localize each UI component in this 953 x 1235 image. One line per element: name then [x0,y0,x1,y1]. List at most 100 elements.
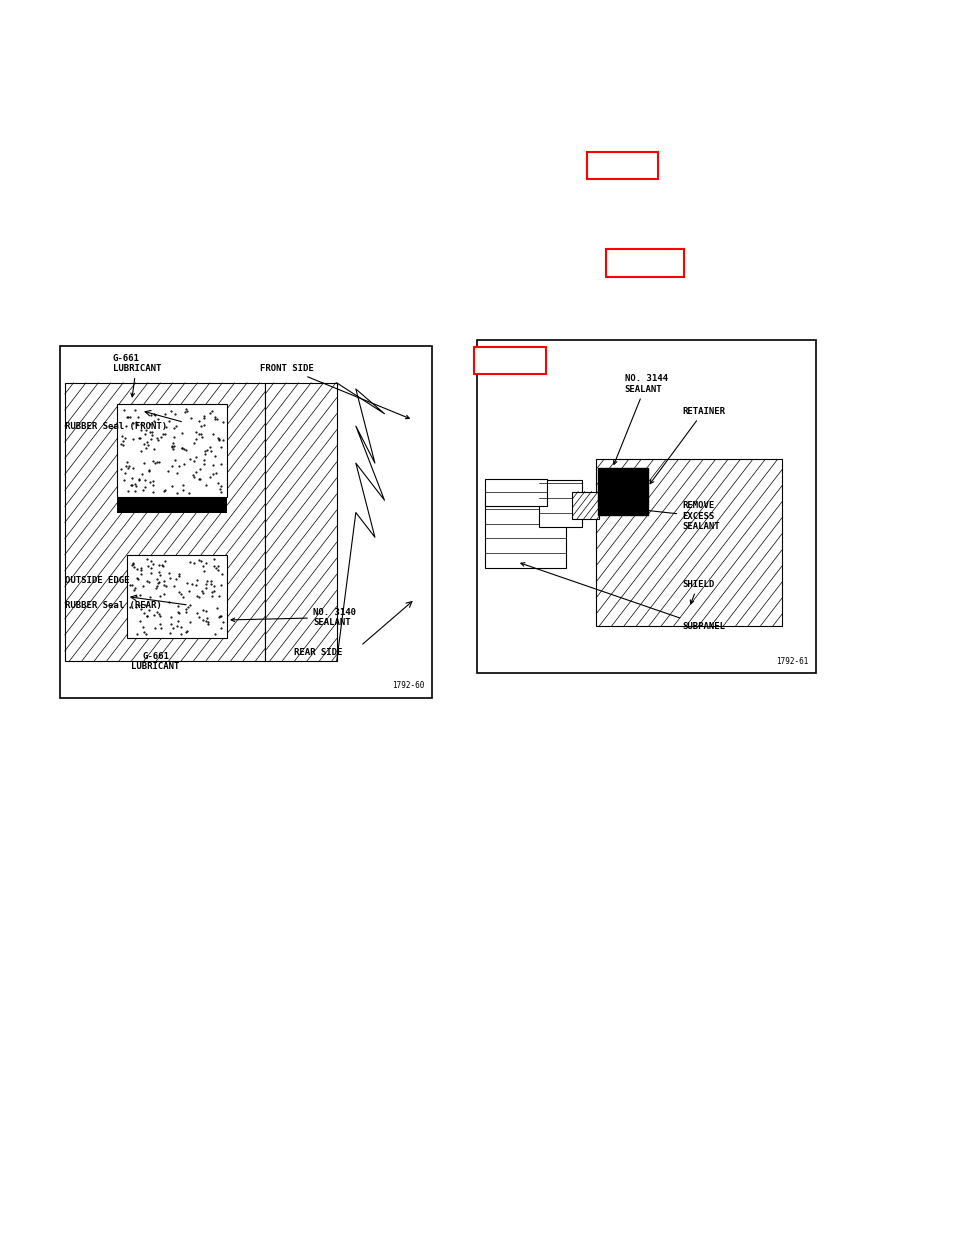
Point [211,585,226,605]
Point [174,422,190,442]
Bar [474,347,545,374]
Text: RUBBER Seal (FRONT): RUBBER Seal (FRONT) [65,421,167,431]
Point [130,559,145,579]
Point [152,605,167,625]
Point [177,403,193,422]
Bar [265,383,336,661]
Point [137,471,152,490]
Point [182,595,197,615]
Point [142,421,157,441]
Point [132,595,147,615]
Point [138,438,153,458]
Point [207,409,222,429]
Point [165,618,180,637]
Point [182,552,197,572]
Point [175,475,191,495]
Point [188,422,203,442]
Point [132,611,148,631]
Text: FRONT SIDE: FRONT SIDE [260,364,409,419]
Point [150,429,165,448]
Point [156,571,172,590]
Point [157,480,172,500]
Text: 1792-61: 1792-61 [775,657,807,666]
Point [207,446,222,466]
Point [141,461,156,480]
Point [141,572,156,592]
Point [165,456,180,475]
Point [203,574,218,594]
Point [147,405,162,425]
Point [141,435,156,454]
Text: SUBPANEL: SUBPANEL [520,563,724,631]
Point [133,414,149,433]
Point [155,424,171,443]
Point [128,578,143,598]
Point [189,576,204,595]
Point [152,555,167,574]
Text: NO. 3144
SEALANT: NO. 3144 SEALANT [613,374,667,464]
Point [195,450,211,469]
Point [172,604,187,624]
Point [186,467,201,487]
Point [178,440,193,459]
Point [209,410,224,430]
Point [133,558,149,578]
Point [189,571,204,590]
Point [125,468,140,488]
Point [127,579,142,599]
Point [146,452,161,472]
Point [212,608,227,627]
Bar [605,249,683,277]
Point [155,480,171,500]
Text: G-661
LUBRICANT: G-661 LUBRICANT [112,353,161,396]
Point [208,624,223,643]
Point [152,452,167,472]
Point [196,453,212,473]
Bar [127,555,227,638]
Bar [598,468,647,515]
Point [116,400,132,420]
Point [171,610,186,630]
Bar [572,492,598,519]
Point [149,578,164,598]
Point [187,553,202,573]
Point [175,587,191,606]
Point [167,427,182,447]
Point [129,568,144,588]
Point [210,559,225,579]
Point [179,573,194,593]
Point [120,458,135,478]
Point [192,411,207,431]
Point [184,408,199,427]
Point [181,582,196,601]
Point [196,561,212,580]
Point [203,571,218,590]
Point [213,606,229,626]
Point [163,606,178,626]
Point [213,437,229,457]
Point [132,469,147,489]
Point [181,483,196,503]
Point [125,429,140,448]
Point [150,569,165,589]
Point [206,464,221,484]
Point [132,559,148,579]
Point [142,461,157,480]
Point [193,459,208,479]
Point [138,624,153,643]
Point [151,431,166,451]
Text: REAR SIDE: REAR SIDE [294,647,342,657]
Point [194,583,210,603]
Point [152,606,168,626]
Point [124,556,139,576]
Point [117,463,132,483]
Point [161,411,176,431]
Point [137,424,152,443]
Point [199,572,214,592]
Point [113,435,129,454]
Point [138,420,153,440]
Point [146,553,161,573]
Point [189,604,204,624]
Point [202,404,217,424]
Text: SHIELD: SHIELD [681,579,714,604]
